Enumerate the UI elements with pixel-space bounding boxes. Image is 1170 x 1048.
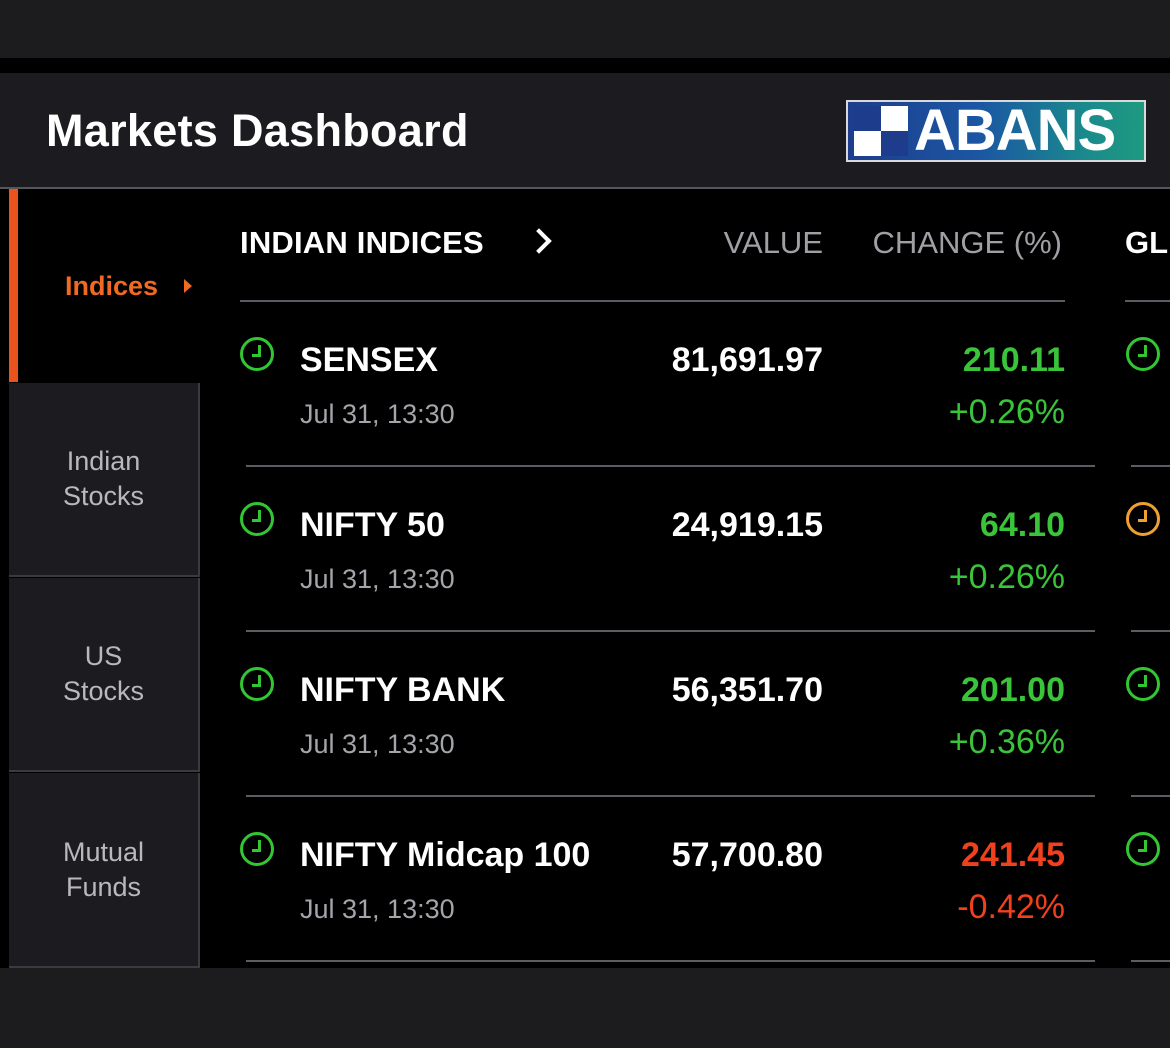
clock-icon [240,832,274,866]
sidebar-item-label: Mutual Funds [62,836,145,902]
table-row[interactable]: NIFTY BANK Jul 31, 13:30 56,351.70 201.0… [240,667,1065,827]
index-time: Jul 31, 13:30 [300,729,455,759]
main-content: Indices Indian Stocks US Stocks Mutual F… [0,189,1170,968]
divider [1131,630,1170,632]
sidebar-item-indian-stocks[interactable]: Indian Stocks [9,383,200,577]
logo-text: ABANS [914,98,1116,163]
clock-icon [240,337,274,371]
divider [1125,300,1170,302]
index-time: Jul 31, 13:30 [300,399,455,429]
divider [1131,465,1170,467]
clock-icon [240,667,274,701]
sidebar-item-label: US Stocks [62,641,145,706]
header: Markets Dashboard ABANS [0,73,1170,189]
divider [1131,960,1170,962]
divider [0,58,1170,73]
green-clock-icon [1126,832,1160,866]
orange-clock-icon [1126,502,1160,536]
section-title-global[interactable]: GL [1125,225,1169,260]
sidebar: Indices Indian Stocks US Stocks Mutual F… [9,189,201,968]
sidebar-item-label: Indian Stocks [62,446,145,511]
divider [1131,795,1170,797]
index-change-percent: +0.26% [948,393,1065,431]
green-clock-icon [1126,337,1160,371]
sidebar-item-mutual-funds[interactable]: Mutual Funds [9,773,200,968]
table-row[interactable]: NIFTY Midcap 100 Jul 31, 13:30 57,700.80… [240,832,1065,992]
index-change-percent: +0.36% [948,723,1065,761]
index-change: 64.10 [979,506,1065,544]
bottom-area [0,968,1170,1048]
divider [246,630,1095,632]
divider [246,465,1095,467]
index-name: NIFTY 50 [300,506,445,544]
status-bar-area [0,0,1170,58]
sidebar-item-indices[interactable]: Indices [18,189,200,383]
sidebar-item-label: Indices [65,270,159,301]
abans-logo-mark-icon [854,106,908,156]
index-time: Jul 31, 13:30 [300,564,455,594]
divider [246,960,1095,962]
sidebar-item-us-stocks[interactable]: US Stocks [9,578,200,772]
index-change-percent: +0.26% [948,558,1065,596]
table-row[interactable]: SENSEX Jul 31, 13:30 81,691.97 210.11 +0… [240,337,1065,497]
index-name: NIFTY BANK [300,671,506,709]
column-header-change: CHANGE (%) [872,225,1062,260]
index-change-percent: -0.42% [957,888,1065,926]
chevron-right-icon[interactable] [526,228,552,254]
active-tab-indicator [9,189,18,382]
abans-logo: ABANS [846,100,1146,162]
section-title-indian-indices[interactable]: INDIAN INDICES [240,225,484,260]
index-value: 81,691.97 [671,341,823,379]
table-row[interactable]: NIFTY 50 Jul 31, 13:30 24,919.15 64.10 +… [240,502,1065,662]
index-time: Jul 31, 13:30 [300,894,455,924]
index-value: 24,919.15 [671,506,823,544]
clock-icon [240,502,274,536]
column-header-value: VALUE [723,225,823,260]
index-name: SENSEX [300,341,438,379]
index-value: 57,700.80 [671,836,823,874]
index-change: 241.45 [961,836,1065,874]
caret-right-icon [184,279,193,293]
divider [246,795,1095,797]
index-change: 201.00 [961,671,1065,709]
index-name: NIFTY Midcap 100 [300,836,591,874]
index-value: 56,351.70 [671,671,823,709]
index-change: 210.11 [962,341,1065,379]
divider [240,300,1065,302]
green-clock-icon [1126,667,1160,701]
page-title: Markets Dashboard [46,105,469,156]
